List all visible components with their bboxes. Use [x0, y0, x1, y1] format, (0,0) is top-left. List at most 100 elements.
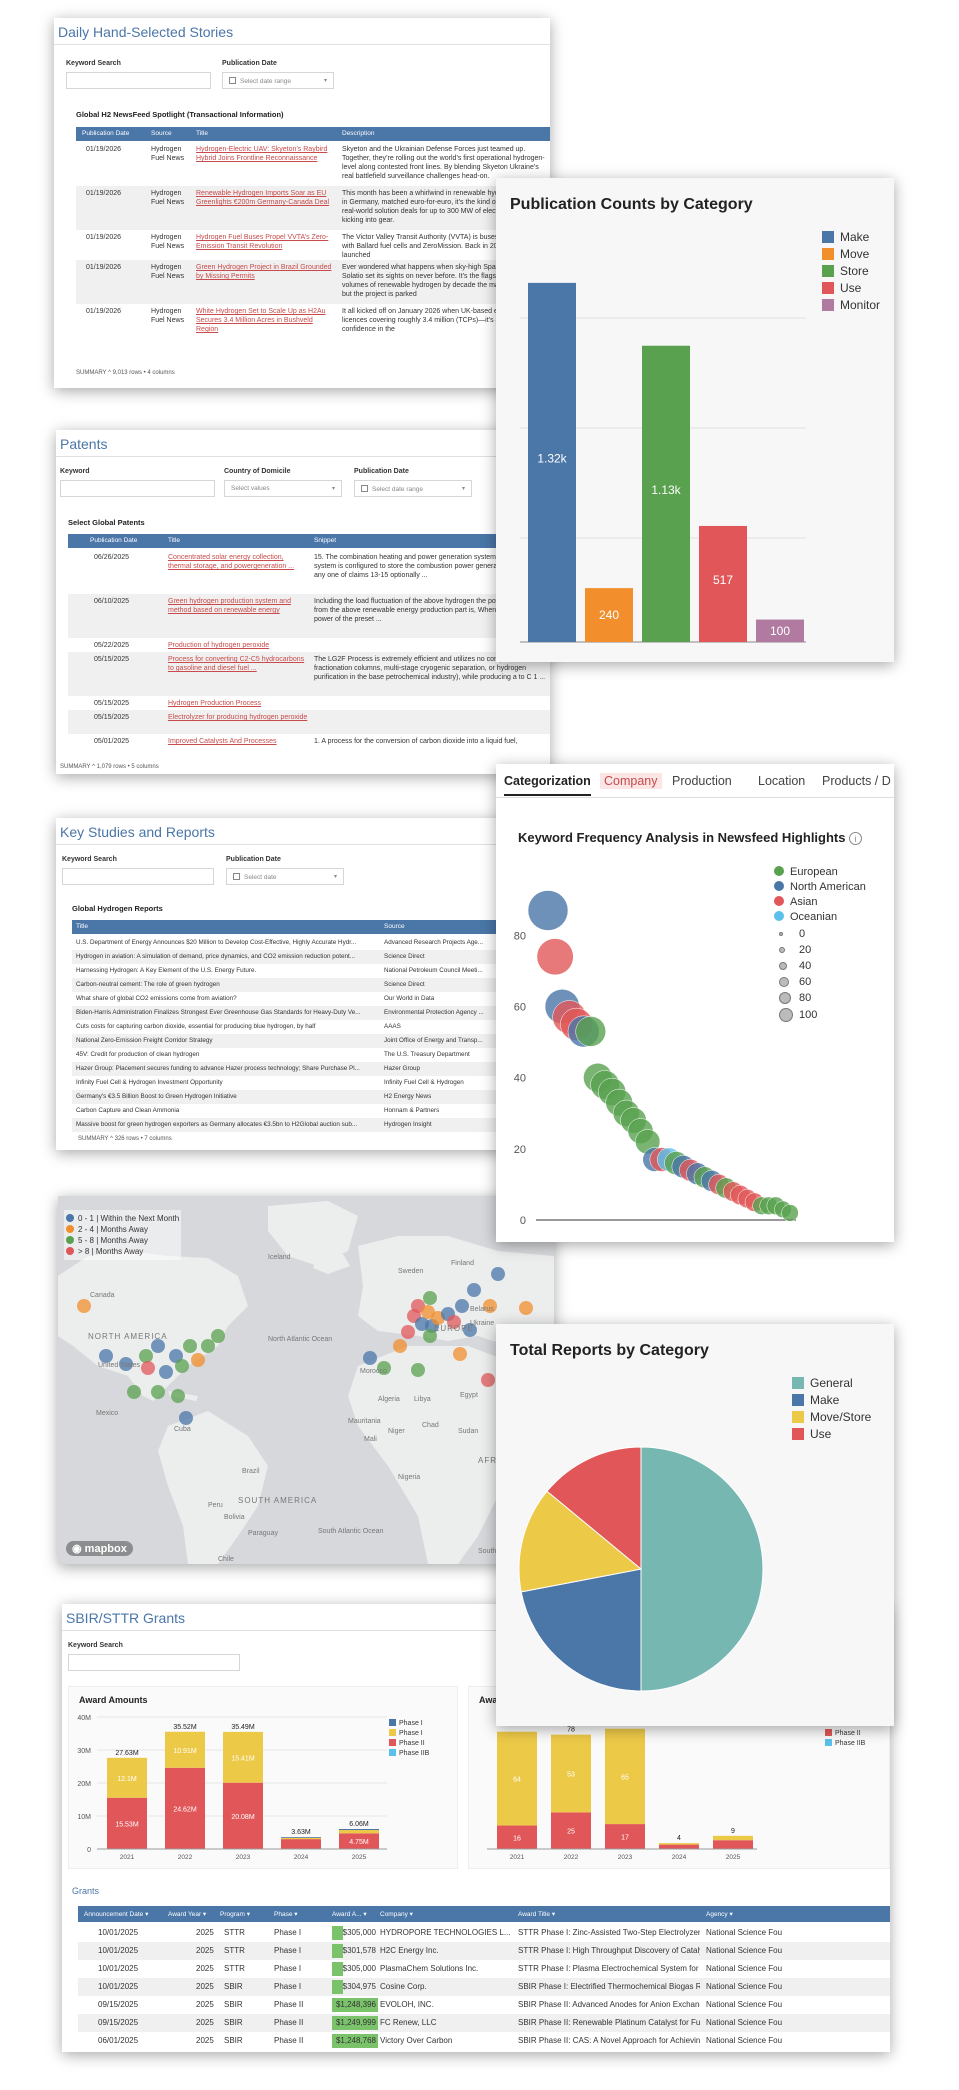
- patents-date-picker[interactable]: Select date range ▾: [354, 480, 472, 497]
- table-row[interactable]: 01/19/2026 Hydrogen Fuel News Hydrogen-Ele…: [76, 142, 550, 186]
- pie-slice-general[interactable]: [640, 1446, 764, 1692]
- table-row[interactable]: 01/19/2026 Hydrogen Fuel News Renewable Hy…: [76, 186, 550, 230]
- legend-item[interactable]: Asian: [774, 896, 818, 908]
- map-event-marker[interactable]: [141, 1361, 155, 1375]
- map-event-marker[interactable]: [77, 1299, 91, 1313]
- map-event-marker[interactable]: [519, 1301, 533, 1315]
- map-event-marker[interactable]: [191, 1353, 205, 1367]
- stacked-bar-segment[interactable]: [605, 1728, 645, 1825]
- table-row[interactable]: 05/15/2025 Hydrogen Production Process: [68, 696, 550, 710]
- patents-country-select[interactable]: Select values ▾: [224, 480, 342, 497]
- col-header[interactable]: Award Title ▾: [518, 1911, 556, 1918]
- table-row[interactable]: Biden-Harris Administration Finalizes St…: [72, 1006, 550, 1020]
- col-header[interactable]: Announcement Date ▾: [84, 1911, 149, 1918]
- legend-item[interactable]: Use: [822, 281, 861, 295]
- table-row[interactable]: 01/19/2026 Hydrogen Fuel News Hydrogen Fue…: [76, 230, 550, 260]
- map-event-marker[interactable]: [171, 1389, 185, 1403]
- table-row[interactable]: Carbon-neutral cement: The role of green…: [72, 978, 550, 992]
- table-row[interactable]: Cuts costs for capturing carbon dioxide,…: [72, 1020, 550, 1034]
- tab-location[interactable]: Location: [758, 774, 806, 788]
- map-event-marker[interactable]: [139, 1349, 153, 1363]
- stacked-bar-segment[interactable]: [339, 1829, 379, 1831]
- table-row[interactable]: 10/01/2025 2025 STTR Phase I $305,000 HYDROPO…: [78, 1924, 890, 1942]
- map-event-marker[interactable]: [377, 1361, 391, 1375]
- stories-keyword-input[interactable]: [66, 72, 211, 89]
- stacked-bar-segment[interactable]: [497, 1825, 537, 1849]
- stacked-bar-segment[interactable]: [281, 1839, 321, 1849]
- map-event-marker[interactable]: [467, 1283, 481, 1297]
- legend-item[interactable]: Store: [822, 264, 869, 278]
- table-row[interactable]: 09/15/2025 2025 SBIR Phase II $1,248,396 EVOL…: [78, 1996, 890, 2014]
- table-row[interactable]: Massive boost for green hydrogen exporte…: [72, 1118, 550, 1132]
- bar-use[interactable]: [699, 525, 747, 642]
- row-title-link[interactable]: Hydrogen Production Process: [168, 700, 261, 707]
- col-header[interactable]: Company ▾: [380, 1911, 413, 1918]
- stacked-bar-segment[interactable]: [497, 1731, 537, 1826]
- tab-products-d[interactable]: Products / D: [822, 774, 891, 788]
- col-header[interactable]: Award Year ▾: [168, 1911, 207, 1918]
- col-header[interactable]: Title: [168, 537, 181, 544]
- table-row[interactable]: Hazer Group: Placement secures funding t…: [72, 1062, 550, 1076]
- map-event-marker[interactable]: [127, 1385, 141, 1399]
- legend-label[interactable]: Phase II: [399, 1740, 425, 1747]
- stacked-bar-segment[interactable]: [107, 1757, 147, 1798]
- stacked-bar-segment[interactable]: [223, 1782, 263, 1849]
- legend-item[interactable]: Move: [822, 247, 869, 261]
- map-event-marker[interactable]: [393, 1339, 407, 1353]
- map-event-marker[interactable]: [99, 1349, 113, 1363]
- tab-production[interactable]: Production: [672, 774, 732, 788]
- map-event-marker[interactable]: [463, 1323, 477, 1337]
- table-row[interactable]: 05/22/2025 Production of hydrogen peroxid…: [68, 638, 550, 652]
- map-event-marker[interactable]: [175, 1359, 189, 1373]
- tab-categorization[interactable]: Categorization: [504, 774, 591, 796]
- map-event-marker[interactable]: [491, 1267, 505, 1281]
- map-event-marker[interactable]: [423, 1291, 437, 1305]
- stacked-bar-segment[interactable]: [659, 1843, 699, 1845]
- stacked-bar-segment[interactable]: [713, 1835, 753, 1841]
- col-header[interactable]: Phase ▾: [274, 1911, 298, 1918]
- col-header[interactable]: Title: [196, 130, 209, 137]
- table-row[interactable]: National Zero-Emission Freight Corridor …: [72, 1034, 550, 1048]
- patents-keyword-input[interactable]: [60, 480, 215, 497]
- map-event-marker[interactable]: [483, 1299, 497, 1313]
- legend-item[interactable]: Make: [792, 1393, 839, 1407]
- keyword-bubble[interactable]: [781, 1204, 799, 1222]
- table-row[interactable]: Infinity Fuel Cell & Hydrogen Investment…: [72, 1076, 550, 1090]
- table-row[interactable]: U.S. Department of Energy Announces $20 …: [72, 936, 550, 950]
- table-row[interactable]: 05/15/2025 Electrolyzer for producing hyd…: [68, 710, 550, 734]
- col-header[interactable]: Program ▾: [220, 1911, 250, 1918]
- legend-item[interactable]: Monitor: [822, 298, 880, 312]
- info-icon[interactable]: i: [849, 832, 863, 845]
- stacked-bar-segment[interactable]: [551, 1812, 591, 1849]
- col-header[interactable]: Source: [151, 130, 172, 137]
- stacked-bar-segment[interactable]: [281, 1837, 321, 1838]
- bar-store[interactable]: [642, 345, 690, 642]
- table-row[interactable]: Carbon Capture and Clean Ammonia Honnam &…: [72, 1104, 550, 1118]
- table-row[interactable]: What share of global CO2 emissions come …: [72, 992, 550, 1006]
- map-event-marker[interactable]: [201, 1339, 215, 1353]
- row-title-link[interactable]: Process for converting C2-C5 hydrocarbon…: [168, 656, 305, 673]
- legend-item[interactable]: European: [774, 866, 838, 878]
- stacked-bar-segment[interactable]: [165, 1731, 205, 1768]
- legend-item[interactable]: Make: [822, 230, 869, 244]
- pie-slice-move-store[interactable]: [518, 1490, 643, 1593]
- row-title-link[interactable]: White Hydrogen Set to Scale Up as H2Au S…: [196, 308, 326, 334]
- map-event-marker[interactable]: [151, 1385, 165, 1399]
- legend-label[interactable]: Phase IIB: [835, 1740, 866, 1747]
- stories-date-picker[interactable]: Select date range ▾: [222, 72, 334, 89]
- stacked-bar-segment[interactable]: [551, 1734, 591, 1813]
- row-title-link[interactable]: Hydrogen-Electric UAV: Skyeton’s Raybird…: [196, 146, 328, 163]
- mapbox-logo[interactable]: ◉ mapbox: [66, 1541, 133, 1556]
- stacked-bar-segment[interactable]: [223, 1731, 263, 1783]
- row-title-link[interactable]: Hydrogen Fuel Buses Propel VVTA’s Zero-E…: [196, 234, 329, 251]
- row-title-link[interactable]: Production of hydrogen peroxide: [168, 642, 270, 649]
- map-event-marker[interactable]: [401, 1325, 415, 1339]
- stacked-bar-segment[interactable]: [659, 1844, 699, 1849]
- sbir-keyword-input[interactable]: [68, 1654, 240, 1671]
- map-event-marker[interactable]: [453, 1347, 467, 1361]
- col-header[interactable]: Source: [384, 923, 405, 930]
- map-event-marker[interactable]: [447, 1315, 461, 1329]
- table-row[interactable]: 10/01/2025 2025 STTR Phase I $301,578 H2C Ene…: [78, 1942, 890, 1960]
- row-title-link[interactable]: Renewable Hydrogen Imports Soar as EU Gr…: [196, 190, 330, 207]
- table-row[interactable]: 05/15/2025 Process for converting C2-C5 h…: [68, 652, 550, 696]
